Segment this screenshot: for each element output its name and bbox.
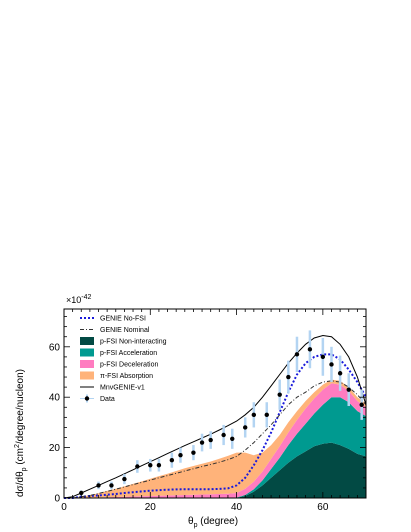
data-point [96,483,101,488]
legend: GENIE No-FSI GENIE Nominal p-FSI Non-inter… [80,316,167,403]
plot-frame [63,308,367,499]
line-genie-nominal [64,380,367,499]
data-point [156,463,162,468]
legend-label: p-FSI Acceleration [100,350,157,357]
legend-label: p-FSI Non-interacting [100,339,167,346]
legend-label: π-FSI Absorption [100,373,153,380]
legend-swatch [80,348,94,357]
data-point [109,483,114,488]
y-tick-label: 0 [54,494,60,505]
model-lines [63,334,367,499]
y-tick-label: 60 [49,342,61,353]
data-point [135,464,140,469]
legend-label: MnvGENIE-v1 [100,385,145,392]
legend-marker [84,396,90,401]
legend-label: Data [100,396,115,403]
legend-swatch [80,360,94,368]
y-tick-label: 40 [49,393,61,404]
data-point [243,425,248,430]
data-point [359,402,364,407]
legend-label: p-FSI Deceleration [100,362,158,369]
data-point [329,362,334,367]
data-point [320,354,326,360]
legend-label: GENIE Nominal [100,327,150,334]
data-point [307,347,313,352]
data-point [199,440,205,445]
stacked-areas [64,379,366,498]
legend-swatch [80,371,94,380]
data-point [191,450,196,455]
x-tick-label: 0 [61,502,67,513]
data-point [122,476,127,482]
data-point [169,458,175,463]
data-point [294,352,300,357]
x-tick-label: 60 [317,502,329,513]
data-point [251,412,257,418]
data-point [286,374,291,380]
area-fsi-absorption [64,379,366,498]
y-tick-label: 20 [49,443,61,454]
data-point [264,412,269,418]
x-tick-label: 20 [145,502,157,513]
x-axis-title: θp (degree) [188,516,238,529]
line-mnvgenie-v1 [63,334,367,499]
data-point [277,392,282,397]
axes: 0 20 40 60 0 20 40 60 [49,308,367,513]
x-tick-label: 40 [231,502,243,513]
data-point [337,371,343,376]
data-point [346,387,351,392]
y-axis-title: dσ/dθp (cm2/degree/nucleon) [14,369,28,497]
data-points [79,330,364,496]
legend-swatch [80,337,94,345]
data-point [208,437,213,443]
legend-label: GENIE No-FSI [100,316,146,323]
area-p-fsi-non-interacting [64,442,366,498]
data-point [148,463,153,468]
y-scale-factor: ×10-42 [66,294,92,305]
area-p-fsi-deceleration [64,383,366,498]
data-point [221,432,226,438]
area-p-fsi-acceleration [64,397,366,498]
data-point [230,436,235,441]
data-point [178,452,183,458]
data-point [79,490,84,496]
